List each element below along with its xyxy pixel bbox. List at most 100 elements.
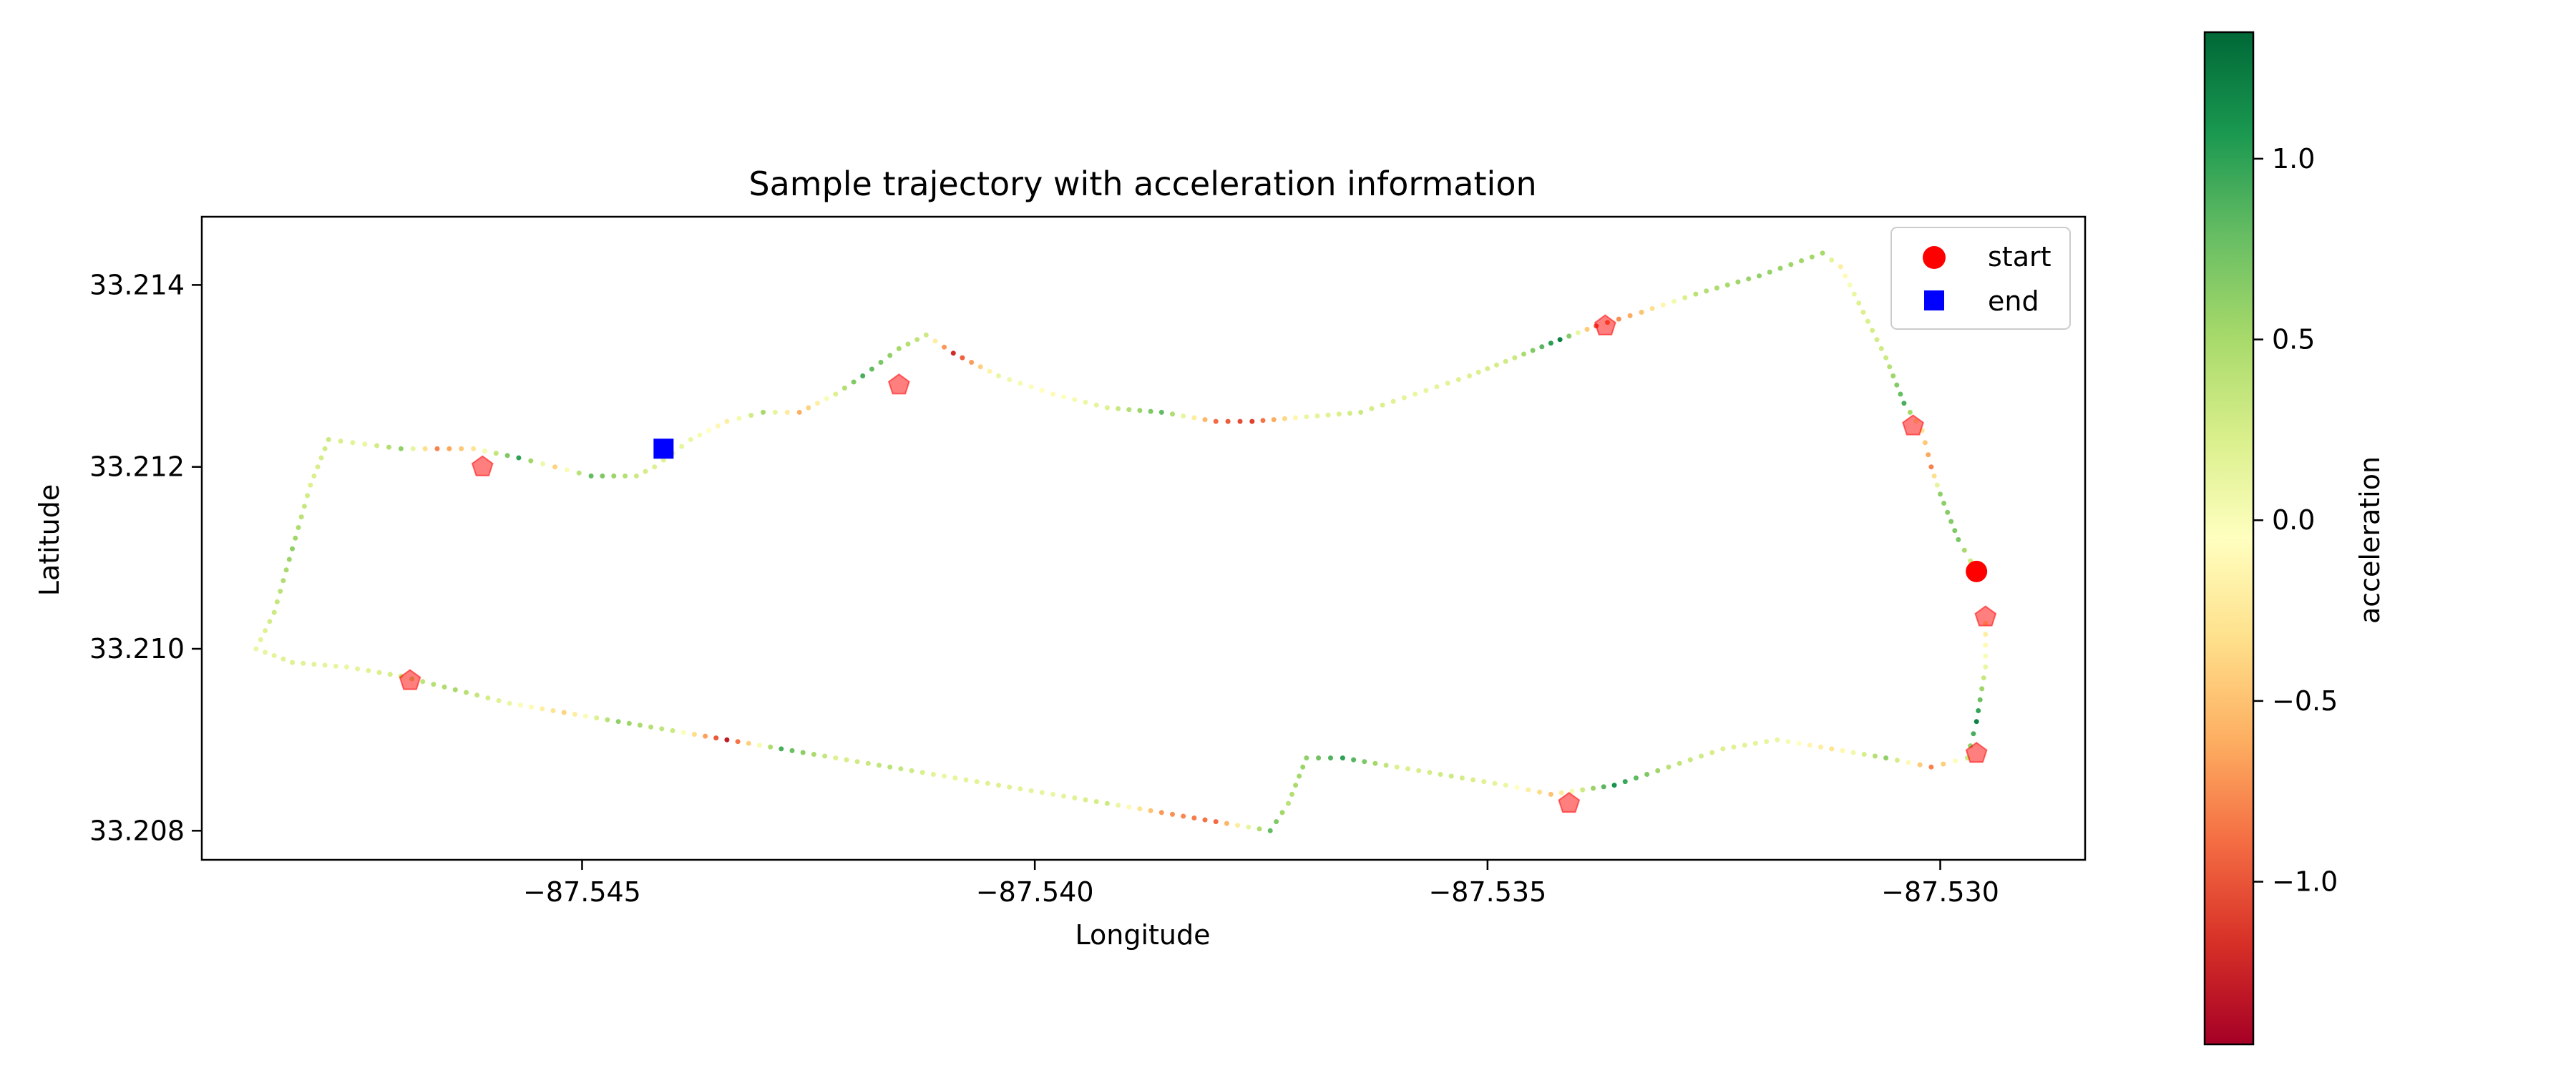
trajectory-point	[267, 619, 273, 624]
trajectory-point	[1807, 743, 1813, 748]
trajectory-point	[1934, 482, 1940, 488]
trajectory-point	[1148, 808, 1153, 813]
trajectory-point	[1459, 775, 1465, 781]
colorbar-tick-label: −1.0	[2272, 866, 2338, 898]
y-axis-label: Latitude	[34, 484, 65, 596]
trajectory-point	[1304, 414, 1309, 420]
trajectory-point	[905, 341, 911, 347]
trajectory-point	[779, 746, 784, 752]
trajectory-point	[1644, 772, 1650, 777]
trajectory-point	[1427, 770, 1433, 775]
event-markers-layer	[399, 314, 1997, 813]
trajectory-point	[1390, 398, 1396, 404]
trajectory-point	[322, 446, 328, 451]
trajectory-point	[1627, 313, 1633, 318]
trajectory-point	[1289, 791, 1294, 797]
trajectory-point	[1314, 413, 1320, 418]
trajectory-point	[1181, 413, 1186, 418]
trajectory-point	[1438, 772, 1443, 777]
trajectory-point	[293, 535, 298, 541]
trajectory-point	[1246, 824, 1252, 830]
trajectory-point	[1829, 257, 1835, 263]
x-tick-label: −87.540	[976, 876, 1094, 908]
trajectory-point	[1028, 788, 1034, 793]
trajectory-point	[1788, 262, 1794, 268]
trajectory-point	[969, 360, 975, 365]
trajectory-point	[278, 589, 283, 594]
trajectory-point	[1072, 795, 1078, 800]
trajectory-point	[898, 766, 904, 772]
trajectory-point	[1126, 407, 1132, 413]
trajectory-point	[431, 682, 436, 687]
trajectory-point	[1467, 373, 1472, 378]
trajectory-point	[386, 444, 391, 450]
legend-end-marker	[1924, 290, 1944, 310]
trajectory-point	[1872, 753, 1878, 759]
trajectory-point	[1764, 739, 1770, 745]
trajectory-point	[280, 578, 286, 584]
trajectory-point	[1660, 302, 1666, 308]
trajectory-point	[1928, 464, 1934, 470]
trajectory-point	[1383, 763, 1389, 768]
trajectory-point	[1575, 330, 1581, 335]
trajectory-point	[1948, 519, 1954, 524]
trajectory-point	[583, 713, 588, 719]
trajectory-point	[996, 373, 1001, 378]
trajectory-point	[1633, 775, 1639, 781]
trajectory-point	[1494, 362, 1499, 368]
trajectory-point	[860, 373, 866, 378]
trajectory-point	[1851, 291, 1857, 297]
legend-start-marker	[1923, 246, 1946, 269]
trajectory-point	[611, 473, 617, 479]
trajectory-point	[1926, 452, 1931, 458]
trajectory-point	[1358, 409, 1364, 415]
trajectory-point	[1224, 820, 1229, 826]
trajectory-point	[1362, 759, 1367, 765]
trajectory-point	[441, 684, 447, 690]
trajectory-point	[529, 704, 535, 710]
trajectory-point	[746, 740, 751, 746]
trajectory-point	[1922, 440, 1928, 446]
trajectory-point	[274, 599, 280, 604]
trajectory-point	[1007, 784, 1013, 790]
trajectory-point	[1249, 418, 1255, 424]
trajectory-point	[1878, 346, 1884, 351]
trajectory-point	[1050, 391, 1055, 397]
y-axis-ticks: 33.208 33.210 33.212 33.214	[89, 269, 202, 846]
trajectory-point	[1548, 791, 1553, 797]
trajectory-point	[600, 473, 605, 479]
trajectory-point	[1202, 817, 1208, 823]
trajectory-point	[564, 467, 570, 473]
trajectory-point	[504, 453, 510, 459]
x-tick-label: −87.545	[523, 876, 641, 908]
trajectory-point	[1666, 764, 1672, 770]
trajectory-point	[1061, 394, 1067, 400]
trajectory-point	[1191, 415, 1197, 421]
trajectory-point	[374, 443, 380, 449]
trajectory-point	[398, 446, 404, 451]
trajectory-point	[1714, 285, 1719, 291]
colorbar-tick-label: 1.0	[2272, 143, 2315, 175]
trajectory-point	[1328, 755, 1333, 761]
trajectory-point	[1213, 819, 1219, 825]
trajectory-point	[1952, 528, 1958, 534]
trajectory-point	[1380, 402, 1385, 408]
trajectory-point	[344, 664, 349, 670]
x-axis-ticks: −87.545 −87.540 −87.535 −87.530	[523, 860, 1999, 908]
trajectory-point	[376, 670, 382, 675]
trajectory-point	[706, 428, 712, 433]
trajectory-point	[815, 401, 820, 406]
trajectory-point	[1945, 509, 1951, 515]
trajectory-point	[1448, 773, 1454, 779]
trajectory-point	[271, 653, 277, 658]
trajectory-point	[1394, 764, 1400, 770]
trajectory-point	[1260, 418, 1266, 423]
event-marker	[1965, 741, 1988, 763]
trajectory-point	[1336, 411, 1342, 417]
legend: start end	[1890, 227, 2071, 330]
trajectory-point	[977, 364, 983, 370]
trajectory-point	[572, 712, 577, 717]
trajectory-point	[659, 726, 665, 732]
trajectory-point	[308, 482, 313, 488]
trajectory-point	[869, 366, 874, 372]
